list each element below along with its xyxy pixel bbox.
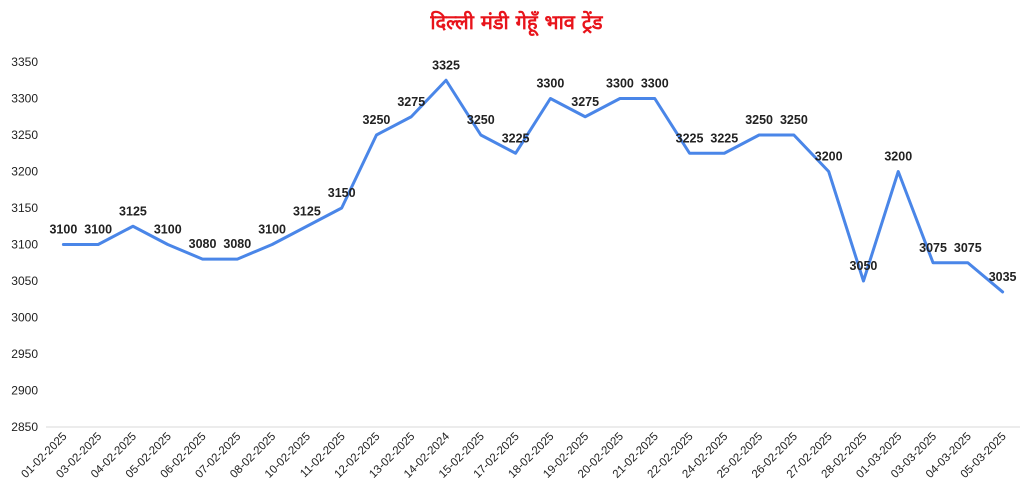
series-layer xyxy=(61,78,1005,294)
data-label: 3300 xyxy=(641,77,669,91)
data-point xyxy=(722,151,726,155)
data-point xyxy=(514,151,518,155)
data-label: 3250 xyxy=(363,113,391,127)
data-point xyxy=(653,97,657,101)
y-tick-label: 3050 xyxy=(11,274,38,288)
data-label: 3200 xyxy=(884,150,912,164)
data-point xyxy=(96,243,100,247)
data-point xyxy=(374,133,378,137)
data-point xyxy=(896,170,900,174)
data-label: 3200 xyxy=(815,150,843,164)
data-point xyxy=(270,243,274,247)
chart-title: दिल्ली मंडी गेहूँ भाव ट्रेंड xyxy=(430,10,603,34)
data-label: 3125 xyxy=(293,204,321,218)
data-point xyxy=(861,279,865,283)
data-label: 3100 xyxy=(49,223,77,237)
data-label: 3075 xyxy=(954,241,982,255)
data-point xyxy=(757,133,761,137)
data-label: 3225 xyxy=(502,131,530,145)
data-label: 3250 xyxy=(745,113,773,127)
data-label: 3300 xyxy=(606,77,634,91)
data-label: 3275 xyxy=(571,95,599,109)
data-label: 3100 xyxy=(84,223,112,237)
y-tick-label: 2950 xyxy=(11,347,38,361)
data-point xyxy=(688,151,692,155)
y-tick-label: 2850 xyxy=(11,420,38,434)
data-label: 3050 xyxy=(850,259,878,273)
data-label: 3250 xyxy=(467,113,495,127)
data-label: 3080 xyxy=(189,237,217,251)
data-point xyxy=(792,133,796,137)
y-tick-label: 3350 xyxy=(11,55,38,69)
data-point xyxy=(931,261,935,265)
data-label: 3325 xyxy=(432,58,460,72)
y-tick-label: 3200 xyxy=(11,165,38,179)
data-label: 3080 xyxy=(223,237,251,251)
data-point xyxy=(61,243,65,247)
data-label: 3275 xyxy=(397,95,425,109)
data-label: 3150 xyxy=(328,186,356,200)
data-label: 3125 xyxy=(119,204,147,218)
data-point xyxy=(1001,290,1005,294)
y-tick-label: 3250 xyxy=(11,128,38,142)
data-label: 3100 xyxy=(258,223,286,237)
data-point xyxy=(166,243,170,247)
data-point xyxy=(444,78,448,82)
data-label: 3225 xyxy=(710,131,738,145)
y-tick-label: 2900 xyxy=(11,384,38,398)
data-label: 3225 xyxy=(676,131,704,145)
data-point xyxy=(583,115,587,119)
data-label: 3035 xyxy=(989,270,1017,284)
data-point xyxy=(340,206,344,210)
data-label: 3250 xyxy=(780,113,808,127)
data-point xyxy=(201,257,205,261)
y-tick-label: 3000 xyxy=(11,311,38,325)
data-labels: 3100 3100 3125 3100 3080 3080 3100 3125 3150 3250… xyxy=(49,58,1016,284)
data-point xyxy=(548,97,552,101)
y-axis: 2850 2900 2950 3000 3050 3100 3150 3200 3250 3300… xyxy=(11,55,38,434)
data-point xyxy=(409,115,413,119)
series-line xyxy=(61,78,1005,294)
data-point xyxy=(131,224,135,228)
y-tick-label: 3300 xyxy=(11,92,38,106)
y-tick-label: 3100 xyxy=(11,238,38,252)
data-point xyxy=(618,97,622,101)
data-label: 3075 xyxy=(919,241,947,255)
data-point xyxy=(966,261,970,265)
data-point xyxy=(827,170,831,174)
data-label: 3300 xyxy=(536,77,564,91)
data-label: 3100 xyxy=(154,223,182,237)
data-point xyxy=(305,224,309,228)
y-tick-label: 3150 xyxy=(11,201,38,215)
data-point xyxy=(479,133,483,137)
data-point xyxy=(235,257,239,261)
x-axis: 01-02-202503-02-202504-02-202505-02-2025… xyxy=(19,426,1020,481)
